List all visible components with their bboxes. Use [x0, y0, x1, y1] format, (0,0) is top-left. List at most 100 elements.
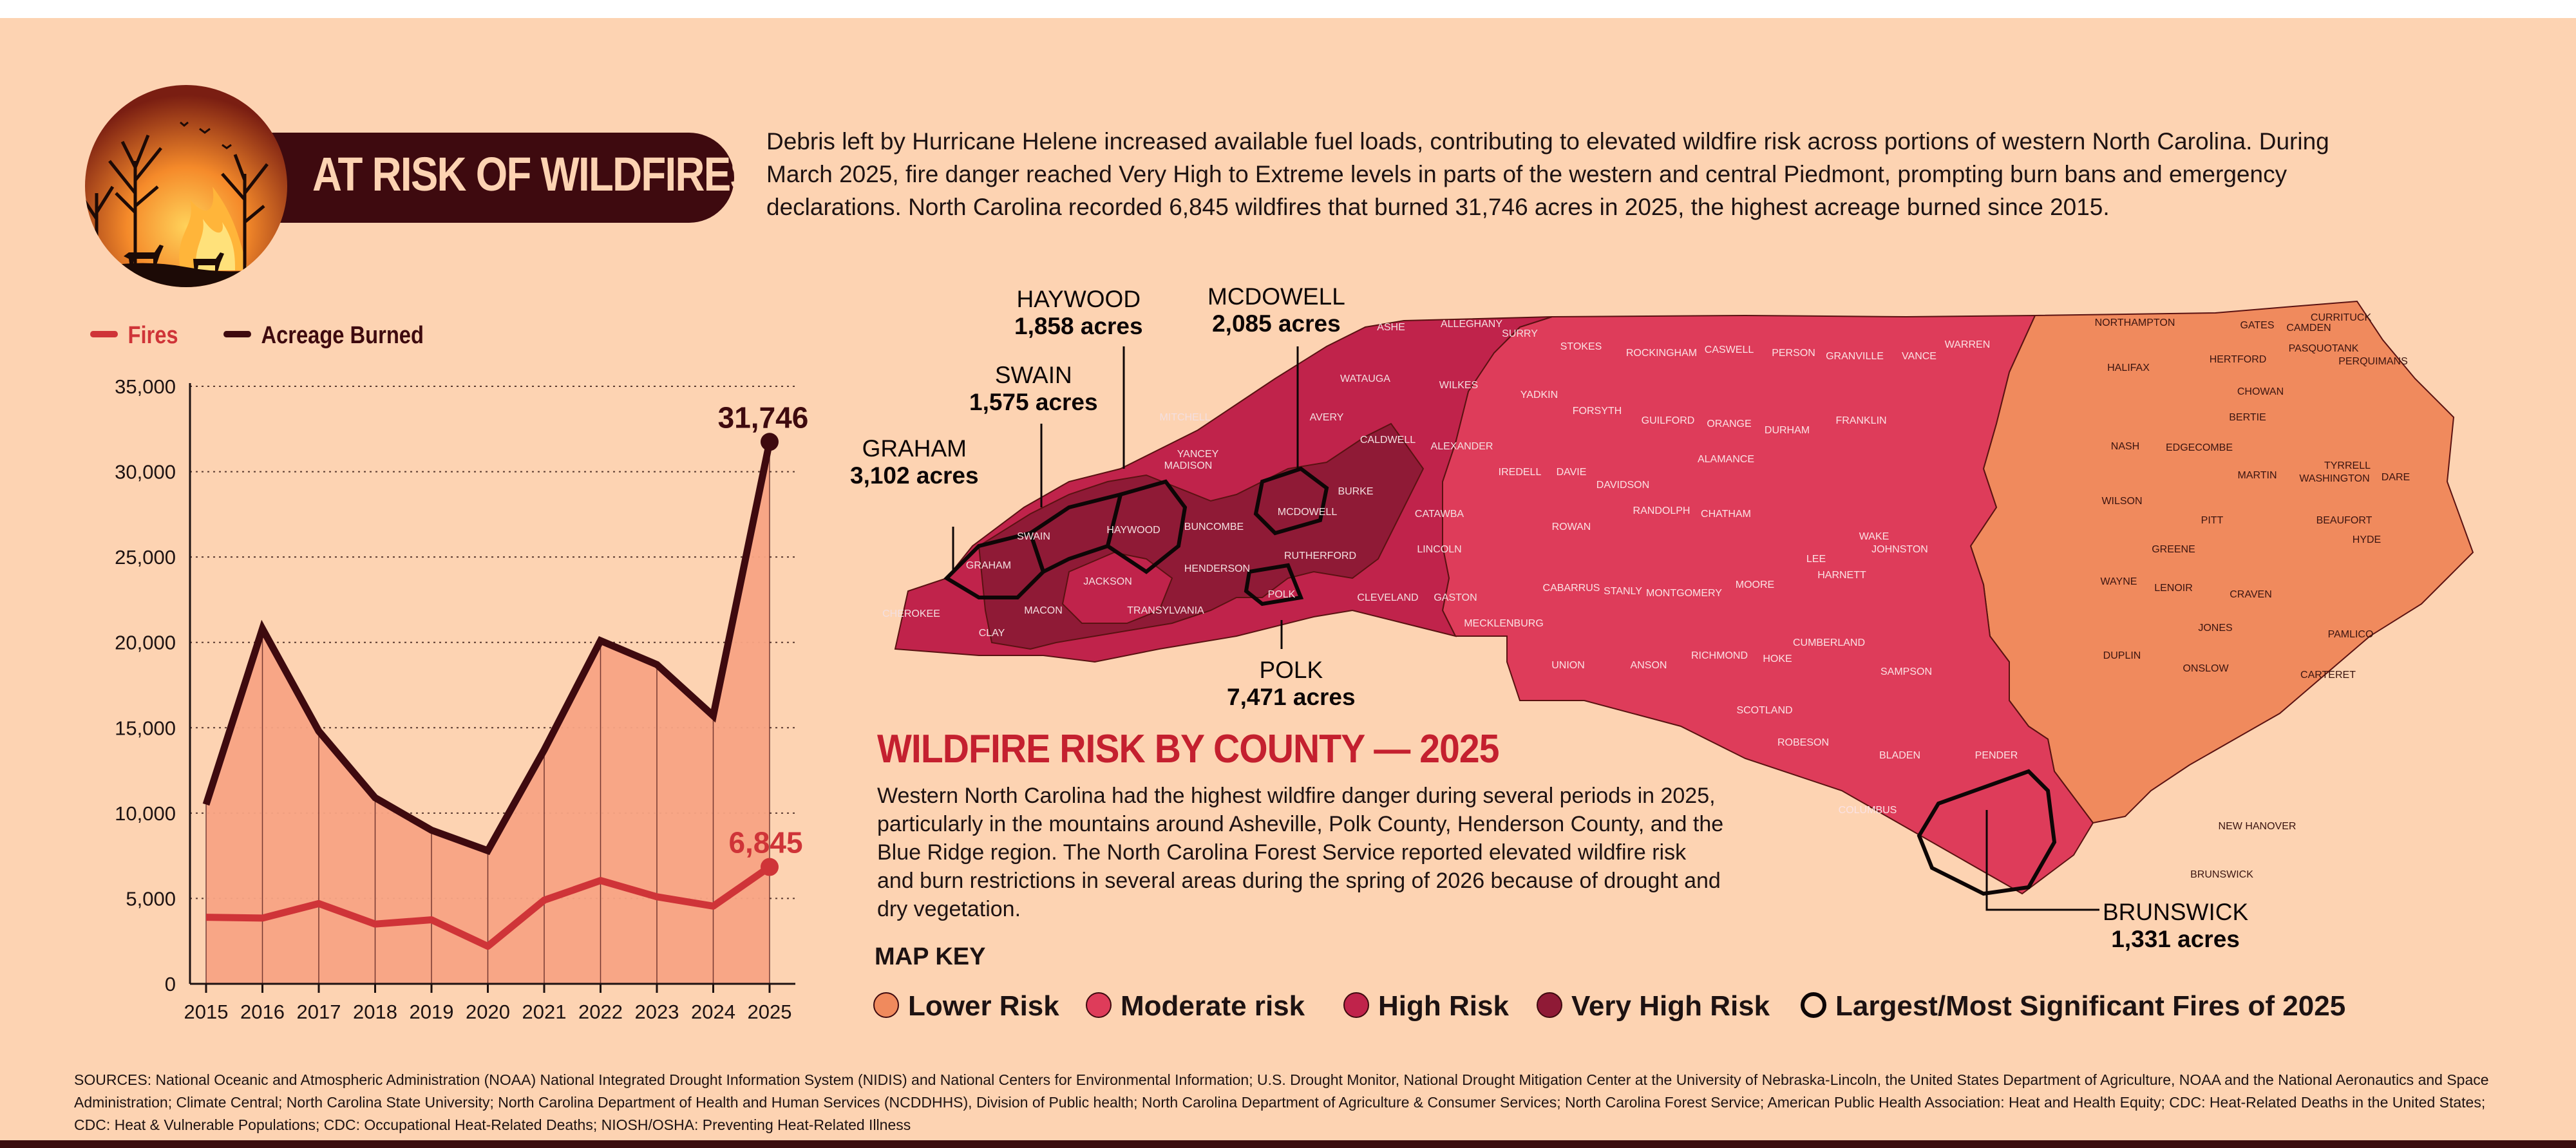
county-label: MONTGOMERY	[1646, 588, 1722, 599]
outline-haywood	[1105, 479, 1188, 574]
county-label: DUPLIN	[2103, 650, 2141, 661]
county-label: UNION	[1551, 660, 1585, 671]
county-label: DARE	[2382, 472, 2410, 483]
county-label: VANCE	[1902, 351, 1937, 362]
county-label: HOKE	[1763, 654, 1792, 664]
county-label: BUNCOMBE	[1184, 522, 1244, 532]
legend-item-acreage: Acreage Burned	[223, 322, 424, 350]
legend-fires-label: Fires	[128, 322, 178, 349]
x-tick-label: 2018	[353, 1001, 397, 1023]
county-label: CLAY	[979, 628, 1005, 639]
callout-leaders	[952, 346, 2099, 911]
county-label: POLK	[1268, 589, 1296, 600]
y-tick-label: 25,000	[115, 546, 176, 569]
section-title: WILDFIRE RISK BY COUNTY — 2025	[877, 727, 1499, 771]
title-banner	[238, 133, 734, 223]
x-tick-label: 2016	[240, 1001, 285, 1023]
county-label: BRUNSWICK	[2190, 869, 2253, 880]
county-label: FRANKLIN	[1835, 415, 1886, 426]
county-label: BLADEN	[1879, 750, 1920, 761]
county-label: ROWAN	[1552, 522, 1591, 532]
county-label: GRAHAM	[966, 560, 1011, 571]
county-label: HYDE	[2353, 534, 2381, 545]
x-tick-label: 2021	[522, 1001, 567, 1023]
county-label: TRANSYLVANIA	[1127, 605, 1204, 616]
callout-graham: GRAHAM 3,102 acres	[850, 435, 979, 489]
map-key-lower: Lower Risk	[873, 990, 1059, 1022]
county-label: GRANVILLE	[1826, 351, 1884, 362]
county-label: STANLY	[1604, 586, 1642, 597]
county-label: LENOIR	[2154, 583, 2193, 594]
county-label: TYRRELL	[2324, 460, 2371, 471]
fires-acreage-chart: 0 5,000 10,000 15,000 20,000 25,000 30,000 35,0…	[115, 375, 809, 1023]
county-label: STOKES	[1560, 341, 1602, 352]
y-tick-label: 5,000	[126, 887, 176, 910]
county-label: RANDOLPH	[1633, 505, 1690, 516]
county-label: MACON	[1024, 605, 1063, 616]
county-label: GASTON	[1434, 592, 1477, 603]
county-label: PAMLICO	[2328, 629, 2374, 640]
map-key-high: High Risk	[1343, 990, 1509, 1022]
county-label: CATAWBA	[1415, 509, 1464, 520]
county-label: MARTIN	[2237, 470, 2277, 481]
county-label: GREENE	[2152, 544, 2195, 555]
county-label: ROBESON	[1777, 737, 1829, 748]
intro-paragraph: Debris left by Hurricane Helene increase…	[766, 128, 2329, 220]
x-tick-label: 2019	[410, 1001, 454, 1023]
county-label: MOORE	[1736, 579, 1774, 590]
county-label: COLUMBUS	[1839, 805, 1897, 816]
county-label: MADISON	[1164, 460, 1213, 471]
page-title: AT RISK OF WILDFIRES	[312, 147, 757, 201]
fires-swatch	[90, 330, 118, 337]
county-label: WATAUGA	[1340, 373, 1390, 384]
map-key-significant: Largest/Most Significant Fires of 2025	[1801, 990, 2345, 1022]
county-label: RUTHERFORD	[1284, 550, 1356, 561]
county-label: ROCKINGHAM	[1626, 348, 1697, 359]
county-label: BURKE	[1338, 486, 1373, 497]
county-label: BERTIE	[2229, 412, 2266, 423]
fires-end-marker	[761, 858, 779, 876]
county-label: NORTHAMPTON	[2095, 317, 2175, 328]
county-label: MITCHELL	[1159, 412, 1210, 423]
section-body: Western North Carolina had the highest w…	[877, 784, 1724, 921]
county-label: CRAVEN	[2230, 589, 2272, 600]
significant-fire-outlines	[943, 466, 2057, 896]
county-label: JONES	[2198, 623, 2232, 634]
legend-item-fires: Fires	[90, 322, 178, 350]
fires-end-label: 6,845	[728, 826, 802, 860]
county-label: BEAUFORT	[2316, 515, 2372, 526]
county-label: CHATHAM	[1701, 509, 1751, 520]
county-label: CARTERET	[2300, 670, 2356, 681]
county-label: CABARRUS	[1543, 583, 1600, 594]
county-label: YADKIN	[1520, 390, 1558, 400]
county-label: HALIFAX	[2107, 362, 2150, 373]
acreage-swatch	[223, 330, 251, 337]
moderate-risk-swatch	[1086, 992, 1112, 1019]
y-tick-label: 20,000	[115, 632, 176, 654]
callout-haywood: HAYWOOD 1,858 acres	[1014, 286, 1143, 339]
title-badge: AT RISK OF WILDFIRES	[84, 84, 757, 288]
infographic-page: AT RISK OF WILDFIRES	[0, 18, 2576, 1146]
county-label: WAKE	[1859, 531, 1889, 542]
outline-polk	[1244, 563, 1304, 607]
acreage-end-label: 31,746	[718, 400, 809, 434]
county-label: MECKLENBURG	[1464, 618, 1544, 629]
county-label: DAVIDSON	[1596, 480, 1649, 491]
county-label: PENDER	[1975, 750, 2018, 761]
county-label: SAMPSON	[1880, 666, 1932, 677]
x-tick-label: 2015	[184, 1001, 229, 1023]
county-label: CURRITUCK	[2311, 312, 2372, 323]
map-key-title: MAP KEY	[875, 943, 986, 970]
county-label: DAVIE	[1557, 467, 1587, 478]
county-label: GATES	[2240, 320, 2274, 331]
county-label: ALEXANDER	[1431, 441, 1493, 452]
map-key-moderate: Moderate risk	[1086, 990, 1305, 1022]
x-tick-label: 2022	[578, 1001, 623, 1023]
county-label: HARNETT	[1817, 570, 1866, 581]
county-label: FORSYTH	[1573, 406, 1622, 417]
county-label: HENDERSON	[1184, 563, 1250, 574]
very-high-risk-swatch	[1537, 992, 1562, 1019]
acreage-end-marker	[761, 433, 779, 451]
outline-mcdowell	[1253, 466, 1329, 536]
county-label: LINCOLN	[1417, 544, 1461, 555]
